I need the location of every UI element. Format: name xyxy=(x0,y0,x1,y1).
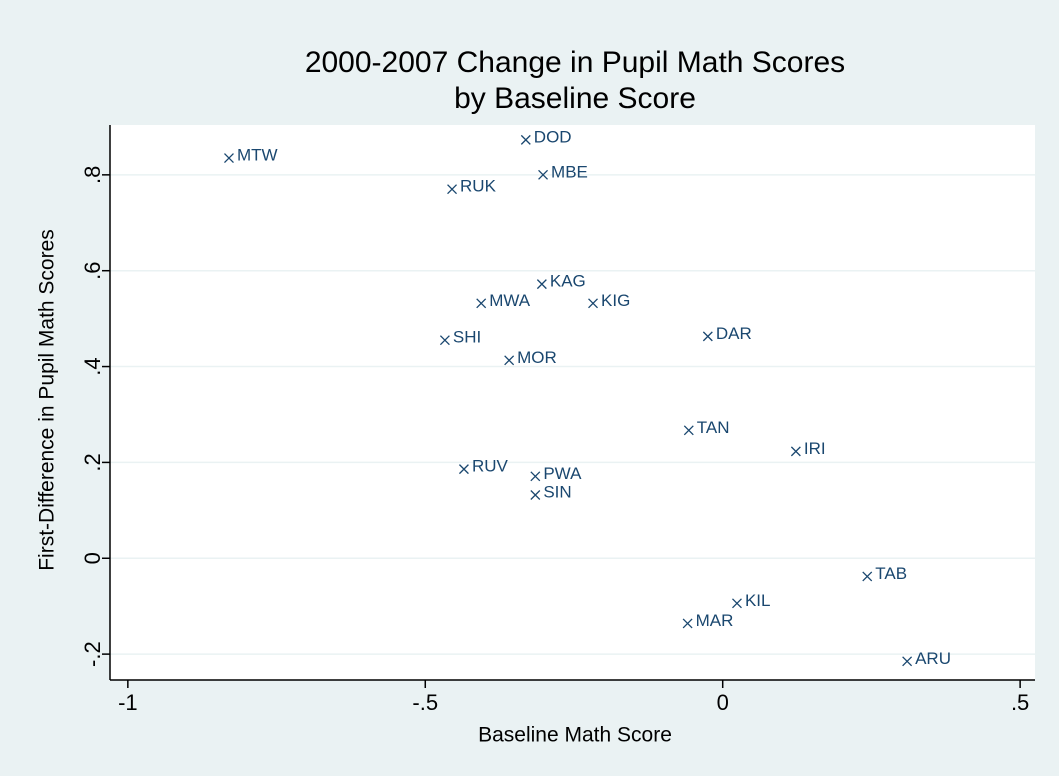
point-label: PWA xyxy=(543,464,582,483)
plot-area xyxy=(110,125,1035,680)
point xyxy=(732,598,742,609)
point xyxy=(476,298,487,309)
point-label: SIN xyxy=(543,482,571,501)
point-label: RUV xyxy=(472,457,509,476)
point xyxy=(530,471,541,482)
point-label: MOR xyxy=(517,348,557,367)
chart-title: 2000-2007 Change in Pupil Math Scores xyxy=(305,46,845,79)
point xyxy=(588,298,598,309)
point-label: KIL xyxy=(745,591,771,610)
chart-title: by Baseline Score xyxy=(454,82,696,115)
y-tick-label: -.2 xyxy=(80,641,105,667)
y-tick-label: .8 xyxy=(80,166,105,184)
point xyxy=(439,335,450,346)
point xyxy=(862,571,873,582)
point xyxy=(520,134,531,145)
point xyxy=(224,153,234,164)
point-label: RUK xyxy=(460,177,497,196)
x-tick-label: -.5 xyxy=(412,690,438,715)
point xyxy=(682,618,693,629)
y-tick-label: .2 xyxy=(80,453,105,471)
point-label: TAN xyxy=(697,418,730,437)
y-tick-label: .4 xyxy=(80,357,105,375)
point-label: DOD xyxy=(534,127,572,146)
point-label: MBE xyxy=(551,162,588,181)
point-label: MTW xyxy=(237,146,278,165)
point xyxy=(683,425,694,436)
x-axis-label: Baseline Math Score xyxy=(478,724,672,747)
point xyxy=(530,490,541,500)
point-label: ARU xyxy=(915,649,951,668)
y-tick-label: 0 xyxy=(80,552,105,564)
point-label: IRI xyxy=(804,439,826,458)
point xyxy=(538,169,549,180)
point xyxy=(458,464,469,475)
point-label: KIG xyxy=(601,291,630,310)
point xyxy=(790,446,801,457)
x-tick-label: -1 xyxy=(118,690,138,715)
point xyxy=(447,184,458,195)
point-label: MAR xyxy=(696,611,734,630)
point xyxy=(702,331,713,342)
point-label: SHI xyxy=(453,328,481,347)
x-tick-label: .5 xyxy=(1011,690,1029,715)
point-label: KAG xyxy=(550,272,586,291)
point-label: DAR xyxy=(716,324,752,343)
point xyxy=(536,279,547,290)
y-tick-label: .6 xyxy=(80,262,105,280)
point-label: MWA xyxy=(489,291,531,310)
point xyxy=(902,656,913,667)
point xyxy=(504,355,515,366)
point-label: TAB xyxy=(875,564,907,583)
x-tick-label: 0 xyxy=(717,690,729,715)
y-axis-label: First-Difference in Pupil Math Scores xyxy=(36,229,59,571)
